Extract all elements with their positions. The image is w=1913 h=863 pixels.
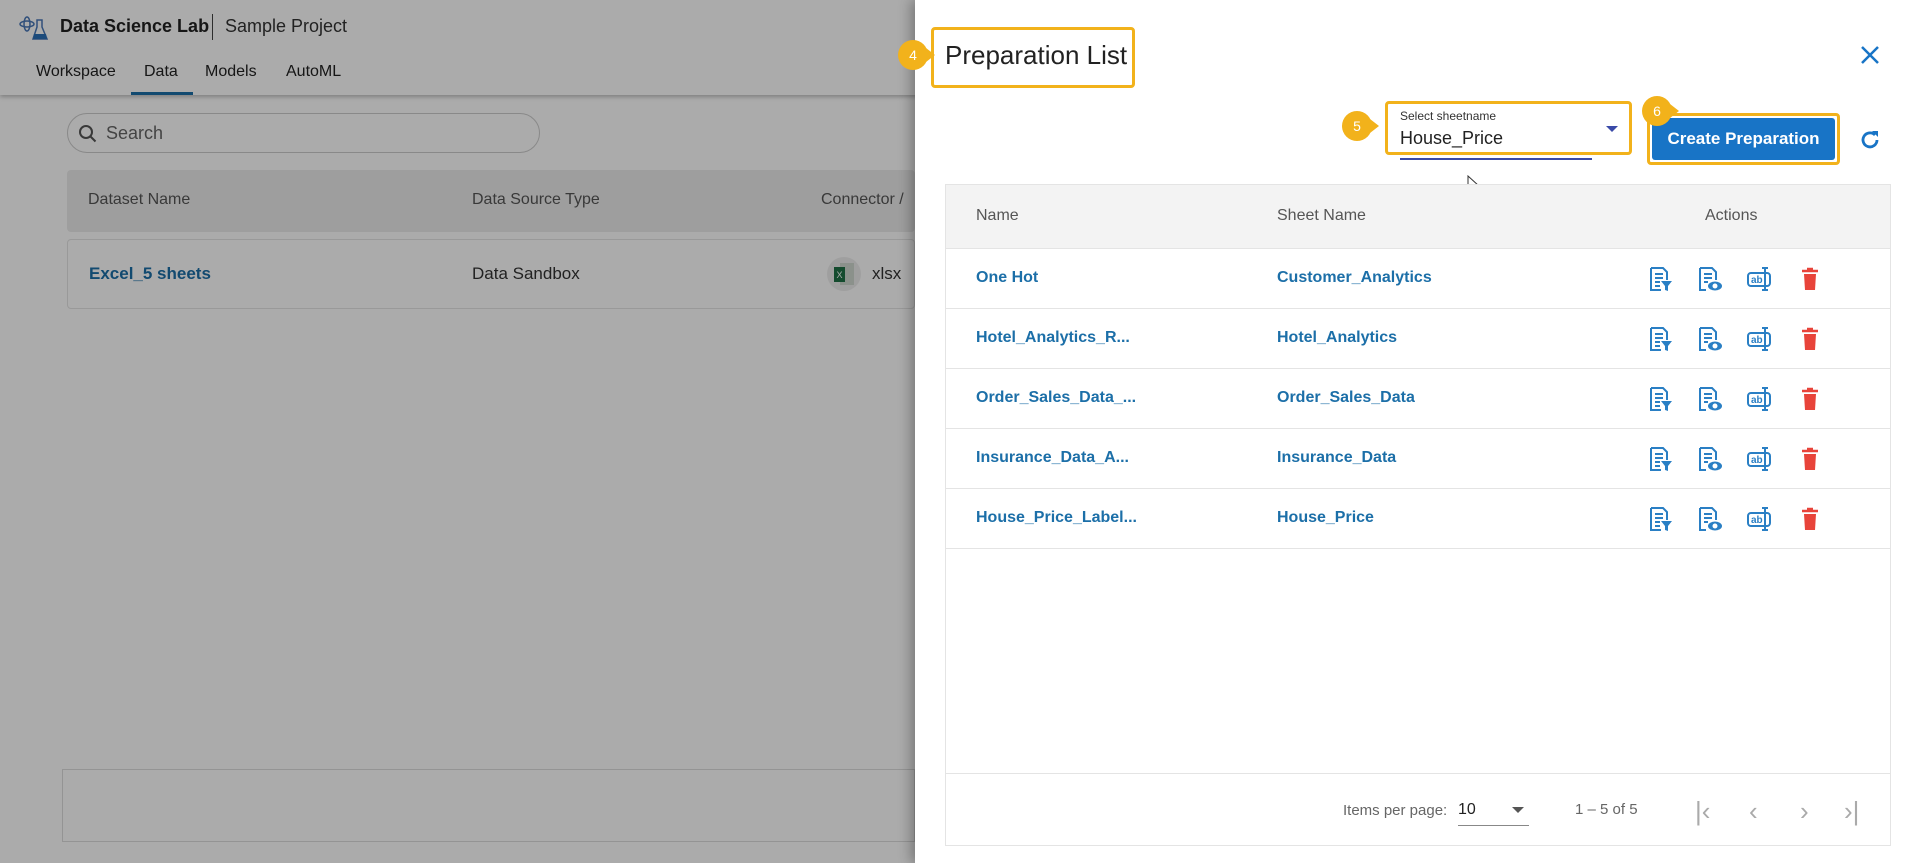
preparation-table: Name Sheet Name Actions One Hot Customer… (945, 184, 1891, 846)
delete-icon[interactable] (1797, 506, 1823, 532)
rename-icon[interactable]: ab (1746, 506, 1772, 532)
table-row[interactable]: House_Price_Label... House_Price ab (946, 489, 1890, 549)
column-data-source-type: Data Source Type (472, 191, 600, 208)
page-range: 1 – 5 of 5 (1575, 801, 1638, 818)
svg-text:ab: ab (1751, 395, 1763, 406)
panel-title: Preparation List (945, 40, 1128, 70)
view-document-icon[interactable] (1696, 506, 1722, 532)
tab-automl[interactable]: AutoML (286, 63, 342, 80)
previous-page-icon[interactable]: ‹ (1749, 796, 1758, 826)
excel-icon: X (827, 257, 861, 291)
active-tab-indicator (131, 92, 193, 95)
table-row[interactable]: Hotel_Analytics_R... Hotel_Analytics ab (946, 309, 1890, 369)
table-row[interactable]: Excel_5 sheets Data Sandbox X xlsx (67, 239, 915, 309)
dataset-name-link[interactable]: Excel_5 sheets (89, 264, 211, 283)
project-name: Sample Project (225, 16, 348, 36)
table-row[interactable]: Order_Sales_Data_... Order_Sales_Data ab (946, 369, 1890, 429)
step-badge-6: 6 (1642, 96, 1679, 126)
title-highlight (931, 27, 1135, 88)
last-page-icon[interactable]: ›| (1844, 796, 1860, 826)
step-badge-4: 4 (898, 40, 935, 70)
column-dataset-name: Dataset Name (88, 191, 191, 208)
column-actions: Actions (1705, 207, 1758, 224)
filter-document-icon[interactable] (1647, 506, 1673, 532)
preparation-name-link[interactable]: House_Price_Label... (976, 509, 1137, 526)
preparation-name-link[interactable]: Insurance_Data_A... (976, 449, 1129, 466)
svg-text:X: X (837, 270, 843, 280)
preparation-name-link[interactable]: Order_Sales_Data_... (976, 389, 1137, 406)
table-row[interactable]: Insurance_Data_A... Insurance_Data ab (946, 429, 1890, 489)
divider (212, 14, 213, 40)
column-connector: Connector / (821, 191, 904, 208)
items-per-page-label: Items per page: (1343, 802, 1448, 819)
search-icon (79, 125, 97, 143)
app-logo-icon (19, 16, 49, 40)
items-per-page-value: 10 (1458, 801, 1476, 818)
select-label: Select sheetname (1400, 109, 1497, 123)
chevron-down-icon (1512, 807, 1524, 813)
search-input[interactable]: Search (67, 113, 540, 153)
delete-icon[interactable] (1797, 266, 1823, 292)
first-page-icon[interactable]: |‹ (1695, 796, 1711, 826)
column-sheet-name: Sheet Name (1277, 207, 1366, 224)
tab-workspace[interactable]: Workspace (36, 63, 116, 80)
sheet-name-link[interactable]: House_Price (1277, 509, 1374, 526)
table-row[interactable]: One Hot Customer_Analytics ab (946, 249, 1890, 309)
view-document-icon[interactable] (1696, 266, 1722, 292)
bottom-panel (62, 769, 915, 842)
step-badge-5: 5 (1342, 111, 1379, 141)
view-document-icon[interactable] (1696, 326, 1722, 352)
column-name: Name (976, 207, 1019, 224)
preparation-name-link[interactable]: One Hot (976, 269, 1039, 286)
preparation-name-link[interactable]: Hotel_Analytics_R... (976, 329, 1130, 346)
sheet-name-link[interactable]: Hotel_Analytics (1277, 329, 1398, 346)
tab-models[interactable]: Models (205, 63, 257, 80)
connector-type: xlsx (872, 264, 902, 283)
rename-icon[interactable]: ab (1746, 326, 1772, 352)
filter-document-icon[interactable] (1647, 326, 1673, 352)
filter-document-icon[interactable] (1647, 386, 1673, 412)
tab-data[interactable]: Data (144, 63, 178, 80)
view-document-icon[interactable] (1696, 386, 1722, 412)
rename-icon[interactable]: ab (1746, 446, 1772, 472)
data-source-type: Data Sandbox (472, 264, 580, 283)
delete-icon[interactable] (1797, 446, 1823, 472)
sheet-name-link[interactable]: Insurance_Data (1277, 449, 1397, 466)
preparation-table-header: Name Sheet Name Actions (946, 185, 1890, 249)
sheet-name-link[interactable]: Customer_Analytics (1277, 269, 1432, 286)
refresh-icon[interactable] (1858, 128, 1882, 152)
close-icon[interactable] (1859, 44, 1881, 66)
sheetname-select[interactable]: Select sheetname House_Price (1385, 101, 1632, 155)
next-page-icon[interactable]: › (1800, 796, 1809, 826)
preparation-list-panel: 4 Preparation List 5 Select sheetname Ho… (898, 0, 1913, 863)
svg-text:ab: ab (1751, 515, 1763, 526)
svg-text:ab: ab (1751, 335, 1763, 346)
svg-text:ab: ab (1751, 455, 1763, 466)
pagination: Items per page: 10 1 – 5 of 5 |‹ ‹ › ›| (946, 773, 1890, 845)
filter-document-icon[interactable] (1647, 446, 1673, 472)
rename-icon[interactable]: ab (1746, 266, 1772, 292)
view-document-icon[interactable] (1696, 446, 1722, 472)
select-underline (1400, 158, 1592, 160)
items-per-page-select[interactable]: 10 (1458, 794, 1529, 826)
delete-icon[interactable] (1797, 326, 1823, 352)
select-value: House_Price (1400, 128, 1504, 148)
modal-overlay[interactable] (0, 0, 915, 863)
chevron-down-icon (1606, 126, 1618, 132)
rename-icon[interactable]: ab (1746, 386, 1772, 412)
create-highlight: Create Preparation (1647, 113, 1840, 165)
create-preparation-button[interactable]: Create Preparation (1652, 118, 1835, 160)
search-placeholder: Search (106, 123, 164, 143)
svg-text:ab: ab (1751, 275, 1763, 286)
filter-document-icon[interactable] (1647, 266, 1673, 292)
app-title: Data Science Lab (60, 16, 210, 36)
sheet-name-link[interactable]: Order_Sales_Data (1277, 389, 1415, 406)
datasets-table-header: Dataset Name Data Source Type Connector … (67, 170, 915, 232)
delete-icon[interactable] (1797, 386, 1823, 412)
